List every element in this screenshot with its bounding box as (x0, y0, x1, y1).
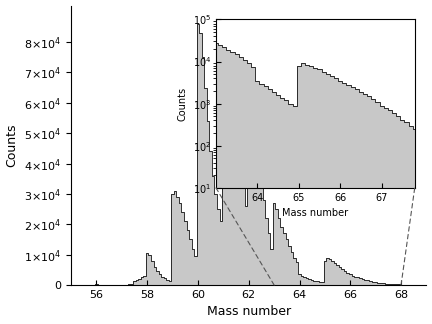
X-axis label: Mass number: Mass number (206, 306, 291, 318)
Y-axis label: Counts: Counts (177, 87, 187, 121)
X-axis label: Mass number: Mass number (282, 208, 349, 218)
Y-axis label: Counts: Counts (6, 123, 19, 167)
